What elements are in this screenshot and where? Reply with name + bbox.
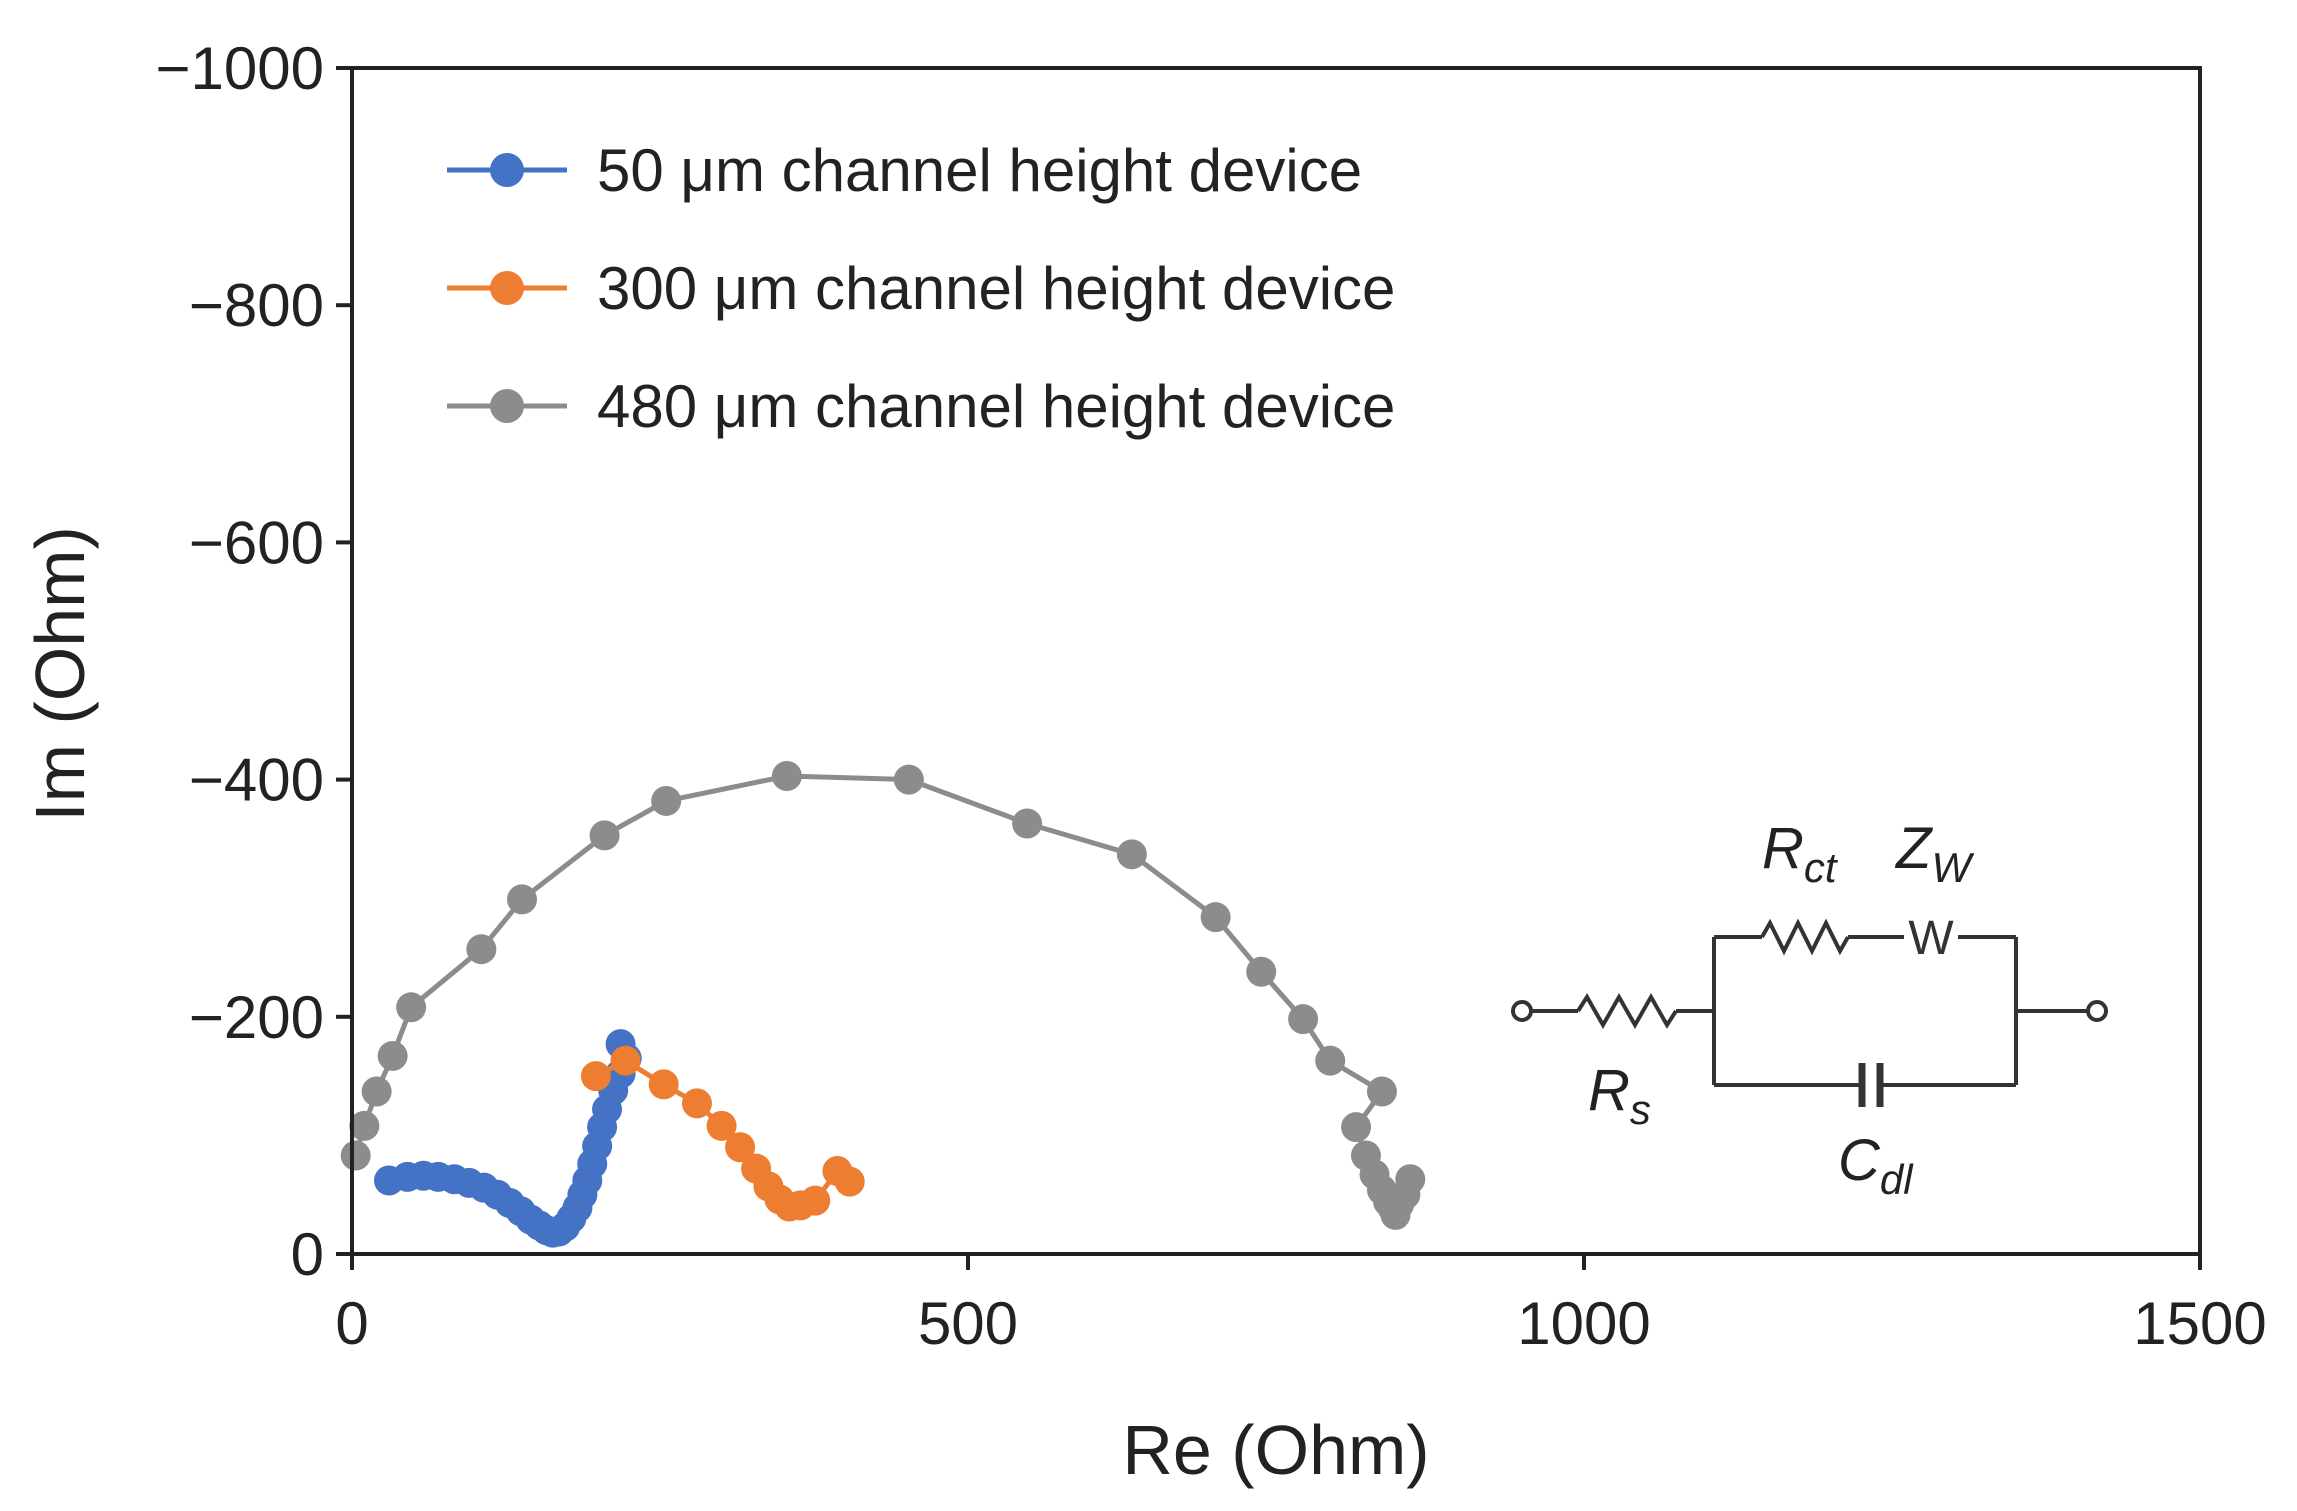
data-point <box>1395 1164 1426 1195</box>
x-axis-title: Re (Ohm) <box>1122 1411 1429 1489</box>
data-point <box>725 1132 756 1163</box>
data-point <box>1288 1004 1319 1035</box>
plot-frame <box>350 66 2202 1256</box>
data-point <box>1341 1112 1372 1143</box>
legend-marker <box>490 271 524 305</box>
circuit-left-terminal <box>1511 1000 1533 1022</box>
x-tick-label: 0 <box>335 1290 368 1357</box>
data-point <box>589 820 620 851</box>
legend-entry: 300 μm channel height device <box>447 255 1395 322</box>
legend-entry: 50 μm channel height device <box>447 137 1362 204</box>
rct-resistor-symbol <box>1760 918 1850 956</box>
rs-resistor-symbol <box>1576 992 1678 1030</box>
series-3 <box>340 761 1426 1230</box>
y-tick-label: −800 <box>189 272 324 339</box>
series-line <box>353 773 1413 1216</box>
x-tick-label: 1500 <box>2133 1290 2266 1357</box>
series-2 <box>580 1045 865 1222</box>
legend-label: 50 μm channel height device <box>597 137 1362 204</box>
data-point <box>771 761 802 792</box>
data-point <box>507 884 538 915</box>
legend-entry: 480 μm channel height device <box>447 373 1395 440</box>
data-point <box>377 1040 408 1071</box>
cdl-label: Cdl <box>1838 1128 1914 1203</box>
y-tick-label: 0 <box>291 1221 324 1288</box>
rct-label: Rct <box>1762 816 1839 891</box>
data-point <box>340 1140 371 1171</box>
data-point <box>1116 839 1147 870</box>
x-tick-label: 500 <box>918 1290 1018 1357</box>
legend-marker <box>490 153 524 187</box>
data-point <box>361 1076 392 1107</box>
y-tick-label: −200 <box>189 984 324 1051</box>
data-point <box>1200 902 1231 933</box>
y-tick-label: −1000 <box>155 35 324 102</box>
data-point <box>610 1045 641 1076</box>
data-point <box>580 1061 611 1092</box>
equivalent-circuit-inset <box>1511 918 2108 1107</box>
data-point <box>1246 956 1277 987</box>
data-point <box>681 1088 712 1119</box>
warburg-element-symbol: W <box>1908 912 1954 965</box>
data-point <box>1380 1199 1411 1230</box>
data-point <box>466 934 497 965</box>
circuit-right-terminal <box>2086 1000 2108 1022</box>
zw-label: ZW <box>1894 816 1974 891</box>
series-1 <box>373 1029 642 1248</box>
y-tick-label: −600 <box>189 509 324 576</box>
rs-label: Rs <box>1588 1058 1651 1133</box>
data-point <box>651 785 682 816</box>
y-axis-title: Im (Ohm) <box>21 526 99 822</box>
data-point <box>706 1110 737 1141</box>
x-tick-label: 1000 <box>1517 1290 1650 1357</box>
axis-layer: 0 500 1000 1500 0 −200 −400 −600 −800 −1000 <box>155 35 2266 1357</box>
y-tick-label: −400 <box>189 747 324 814</box>
legend-label: 480 μm channel height device <box>597 373 1395 440</box>
series-layer <box>340 761 1426 1248</box>
data-point <box>648 1069 679 1100</box>
data-point <box>1315 1045 1346 1076</box>
legend-marker <box>490 389 524 423</box>
data-point <box>349 1110 380 1141</box>
data-point <box>893 764 924 795</box>
data-point <box>1366 1076 1397 1107</box>
data-point <box>834 1166 865 1197</box>
legend-label: 300 μm channel height device <box>597 255 1395 322</box>
data-point <box>396 992 427 1023</box>
data-point <box>800 1185 831 1216</box>
data-point <box>1012 808 1043 839</box>
legend: 50 μm channel height device 300 μm channe… <box>447 137 1395 440</box>
